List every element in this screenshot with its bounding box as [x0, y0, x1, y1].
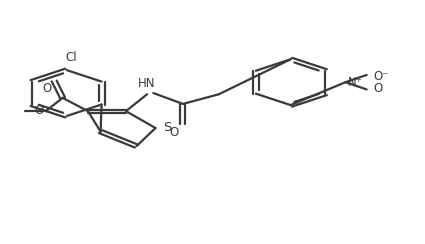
Text: O: O — [373, 82, 382, 95]
Text: HN: HN — [138, 77, 156, 90]
Text: N⁺: N⁺ — [348, 76, 363, 89]
Text: O: O — [170, 126, 179, 139]
Text: S: S — [163, 121, 171, 134]
Text: O: O — [34, 104, 44, 117]
Text: Cl: Cl — [65, 51, 77, 64]
Text: O⁻: O⁻ — [373, 70, 388, 83]
Text: O: O — [43, 82, 52, 95]
